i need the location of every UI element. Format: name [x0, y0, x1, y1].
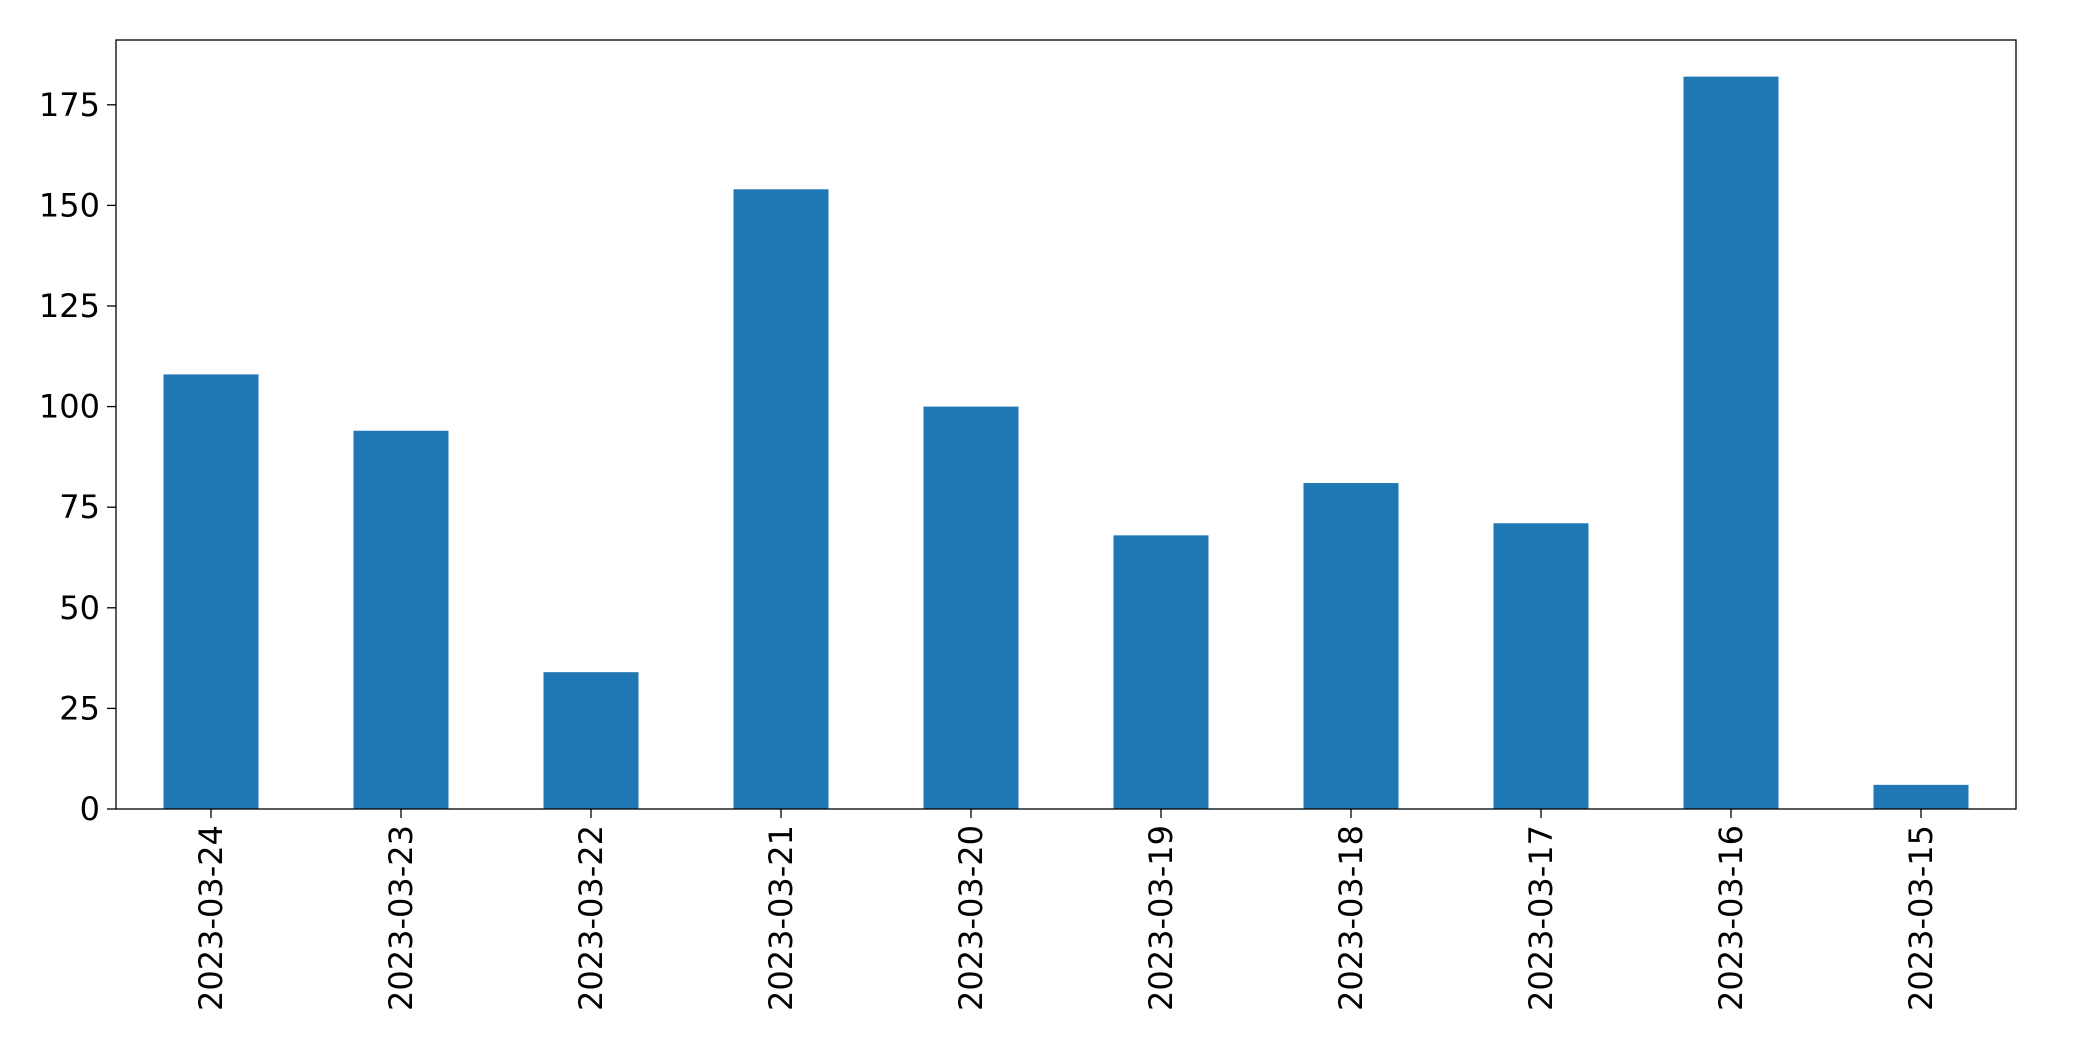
- bar: [1683, 76, 1779, 810]
- y-tick-label: 75: [59, 488, 100, 526]
- bar: [733, 189, 829, 810]
- bar: [1493, 523, 1589, 809]
- x-tick-label: 2023-03-24: [192, 825, 230, 1011]
- x-tick-label: 2023-03-15: [1902, 825, 1940, 1011]
- bar: [1113, 535, 1209, 809]
- x-tick-label: 2023-03-22: [572, 825, 610, 1011]
- y-tick-label: 125: [39, 287, 100, 325]
- bar: [543, 672, 639, 809]
- x-tick-label: 2023-03-19: [1142, 825, 1180, 1011]
- y-tick-label: 25: [59, 689, 100, 727]
- y-tick-label: 150: [39, 186, 100, 224]
- bar: [923, 406, 1019, 809]
- bar: [1873, 784, 1969, 809]
- x-tick-label: 2023-03-20: [952, 825, 990, 1011]
- y-tick-label: 100: [39, 388, 100, 426]
- y-tick-label: 50: [59, 589, 100, 627]
- y-tick-label: 175: [39, 86, 100, 124]
- x-tick-label: 2023-03-17: [1522, 825, 1560, 1011]
- y-tick-label: 0: [80, 790, 100, 828]
- x-tick-label: 2023-03-16: [1712, 825, 1750, 1011]
- x-tick-label: 2023-03-18: [1332, 825, 1370, 1011]
- x-tick-label: 2023-03-21: [762, 825, 800, 1011]
- bar: [163, 374, 259, 809]
- bar: [353, 430, 449, 809]
- plot-frame: [115, 39, 2017, 810]
- bar: [1303, 483, 1399, 809]
- x-tick-label: 2023-03-23: [382, 825, 420, 1011]
